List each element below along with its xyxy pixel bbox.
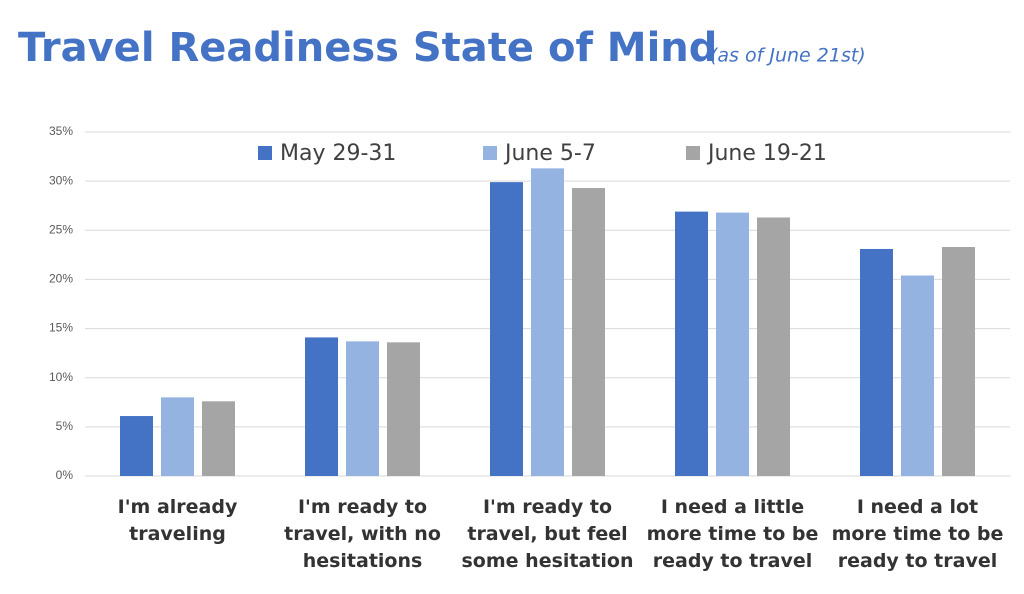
y-tick-label: 0% — [56, 468, 74, 482]
y-tick-label: 35% — [49, 124, 73, 138]
x-tick-label-line: I'm already — [118, 496, 238, 518]
legend-swatch — [258, 146, 272, 160]
y-tick-label: 25% — [49, 222, 73, 236]
legend-label: June 5-7 — [503, 141, 596, 166]
chart-subtitle: (as of June 21st) — [710, 45, 866, 67]
y-tick-label: 5% — [56, 419, 74, 433]
bar — [942, 246, 975, 476]
chart-title: Travel Readiness State of Mind — [18, 25, 717, 71]
x-tick-label-line: ready to travel — [653, 550, 813, 572]
bar — [860, 248, 893, 476]
legend-label: June 19-21 — [706, 141, 827, 166]
y-tick-label: 10% — [49, 370, 73, 384]
x-tick-label-line: some hesitation — [462, 550, 634, 572]
bar — [901, 275, 934, 476]
x-tick-label-line: travel, with no — [284, 523, 441, 545]
y-tick-label: 30% — [49, 173, 73, 187]
bar — [716, 212, 749, 476]
x-tick-label: I need a lot more time to be ready to trav… — [832, 496, 1004, 572]
bar — [675, 211, 708, 476]
bar — [387, 342, 420, 476]
x-tick-label-line: travel, but feel — [467, 523, 627, 545]
x-tick-label-line: more time to be — [647, 523, 819, 545]
bar — [120, 416, 153, 476]
x-tick-label-line: I'm ready to — [298, 496, 427, 518]
x-tick-label-line: traveling — [129, 523, 226, 545]
bar — [531, 168, 564, 476]
bar — [161, 397, 194, 476]
bar — [490, 182, 523, 476]
legend-swatch — [483, 146, 497, 160]
legend-label: May 29-31 — [280, 141, 396, 166]
x-tick-label-line: ready to travel — [838, 550, 998, 572]
bar — [572, 188, 605, 476]
y-tick-label: 20% — [49, 272, 73, 286]
bar — [305, 337, 338, 476]
legend-swatch — [686, 146, 700, 160]
bar — [202, 401, 235, 476]
x-tick-label: I need a little more time to be ready to t… — [647, 496, 819, 572]
x-tick-label-line: hesitations — [303, 550, 423, 572]
x-tick-label-line: I need a lot — [857, 496, 978, 518]
bar — [757, 217, 790, 476]
y-tick-label: 15% — [49, 321, 73, 335]
x-tick-label: I'm ready to travel, with no hesitations — [284, 496, 441, 572]
x-tick-label-line: I need a little — [661, 496, 804, 518]
bar — [346, 341, 379, 476]
x-tick-label: I'm already traveling — [118, 496, 238, 545]
x-tick-label-line: I'm ready to — [483, 496, 612, 518]
x-tick-label-line: more time to be — [832, 523, 1004, 545]
x-tick-label: I'm ready to travel, but feel some hesitat… — [462, 496, 634, 572]
